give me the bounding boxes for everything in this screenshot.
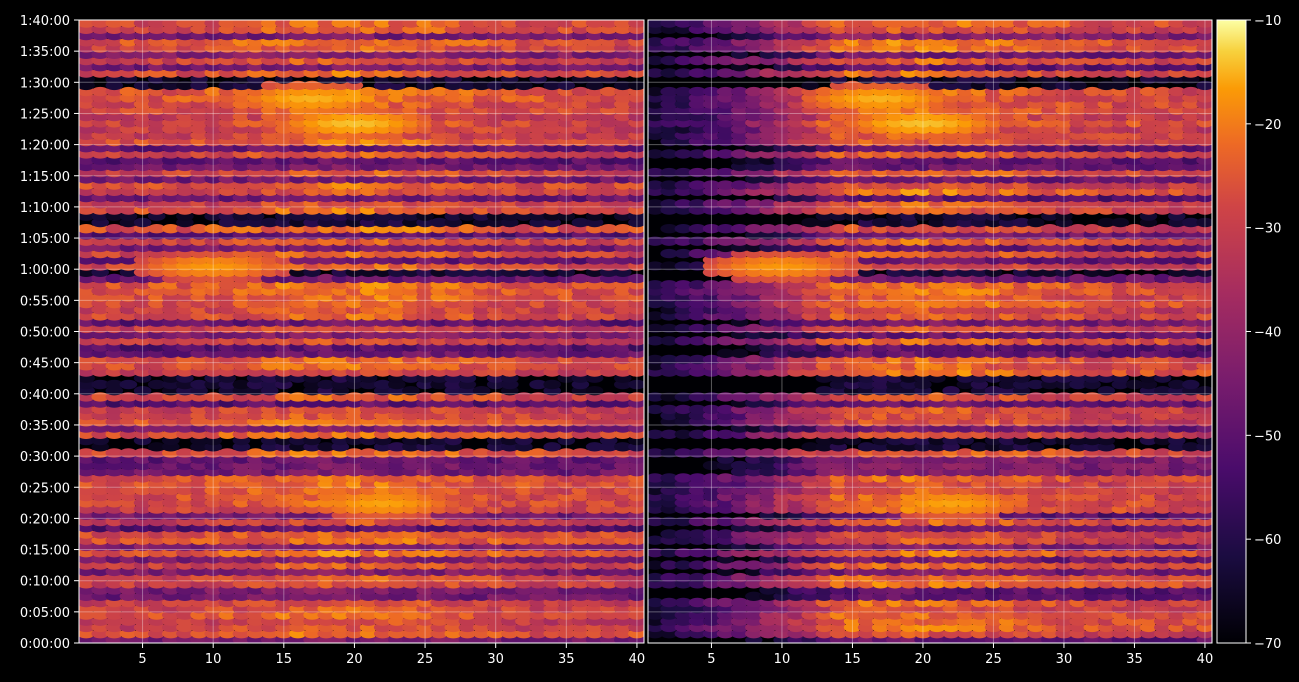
heatmap-cell <box>119 379 138 390</box>
heatmap-cell <box>472 448 491 458</box>
heatmap-cell <box>176 448 194 458</box>
heatmap-cell <box>388 442 406 452</box>
heatmap-cell <box>543 442 561 452</box>
heatmap-cell <box>529 448 547 458</box>
right-heatmap-panel <box>647 19 1213 644</box>
heatmap-cell <box>543 379 561 390</box>
heatmap-cell <box>133 448 152 458</box>
heatmap-cell <box>359 448 378 458</box>
heatmap-cell <box>345 448 364 458</box>
heatmap-cell <box>218 448 237 458</box>
heatmap-cell <box>585 442 604 452</box>
heatmap-cell <box>105 448 124 458</box>
heatmap-cell <box>571 448 590 458</box>
heatmap-cell <box>557 448 576 458</box>
heatmap-cell <box>147 442 166 452</box>
left-gridlines <box>79 19 644 644</box>
heatmap-cell <box>614 442 632 452</box>
heatmap-cell <box>458 448 477 458</box>
left-heatmap-panel <box>78 19 645 644</box>
heatmap-cell <box>317 442 336 452</box>
heatmap-cell <box>246 448 265 458</box>
heatmap-cell <box>119 448 138 458</box>
left-heatmap-cells <box>79 20 644 643</box>
heatmap-cell <box>79 448 95 458</box>
